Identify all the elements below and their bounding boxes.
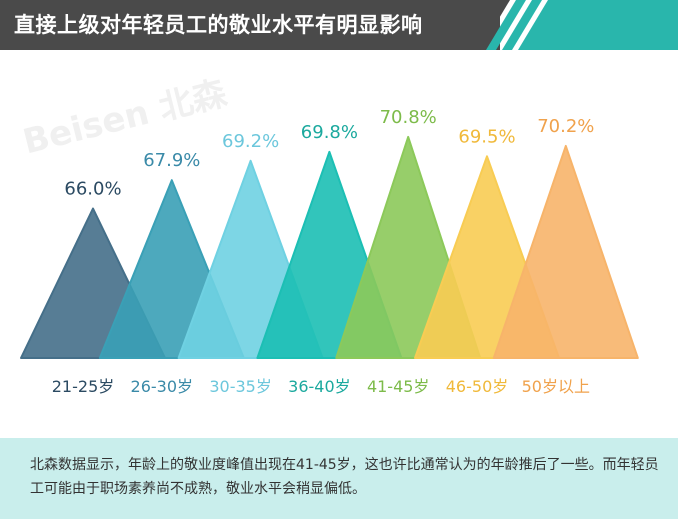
value-label-4: 69.8% [301, 122, 358, 143]
header-bar [0, 0, 500, 50]
category-label-1: 21-25岁 [52, 377, 115, 396]
category-label-7: 50岁以上 [522, 377, 590, 396]
category-label-4: 36-40岁 [288, 377, 351, 396]
header: 直接上级对年轻员工的敬业水平有明显影响 [0, 0, 678, 50]
footer: 北森数据显示，年龄上的敬业度峰值出现在41-45岁，这也许比通常认为的年龄推后了… [0, 438, 678, 519]
header-stripes-decoration [470, 0, 678, 50]
chart: 66.0% 21-25岁 67.9% 26-30岁 69.2% 30-35岁 69.8% 36… [20, 107, 639, 396]
value-label-1: 66.0% [64, 179, 121, 200]
category-label-3: 30-35岁 [209, 377, 272, 396]
category-label-6: 46-50岁 [446, 377, 509, 396]
triangle-7 [492, 144, 639, 359]
category-label-2: 26-30岁 [131, 377, 194, 396]
value-label-3: 69.2% [222, 131, 279, 152]
triangles [20, 135, 639, 359]
category-label-5: 41-45岁 [367, 377, 430, 396]
footer-note: 北森数据显示，年龄上的敬业度峰值出现在41-45岁，这也许比通常认为的年龄推后了… [30, 457, 659, 497]
value-label-2: 67.9% [143, 150, 200, 171]
page-title: 直接上级对年轻员工的敬业水平有明显影响 [14, 13, 423, 37]
value-label-6: 69.5% [458, 126, 515, 147]
value-label-7: 70.2% [537, 116, 594, 137]
value-label-5: 70.8% [380, 107, 437, 128]
